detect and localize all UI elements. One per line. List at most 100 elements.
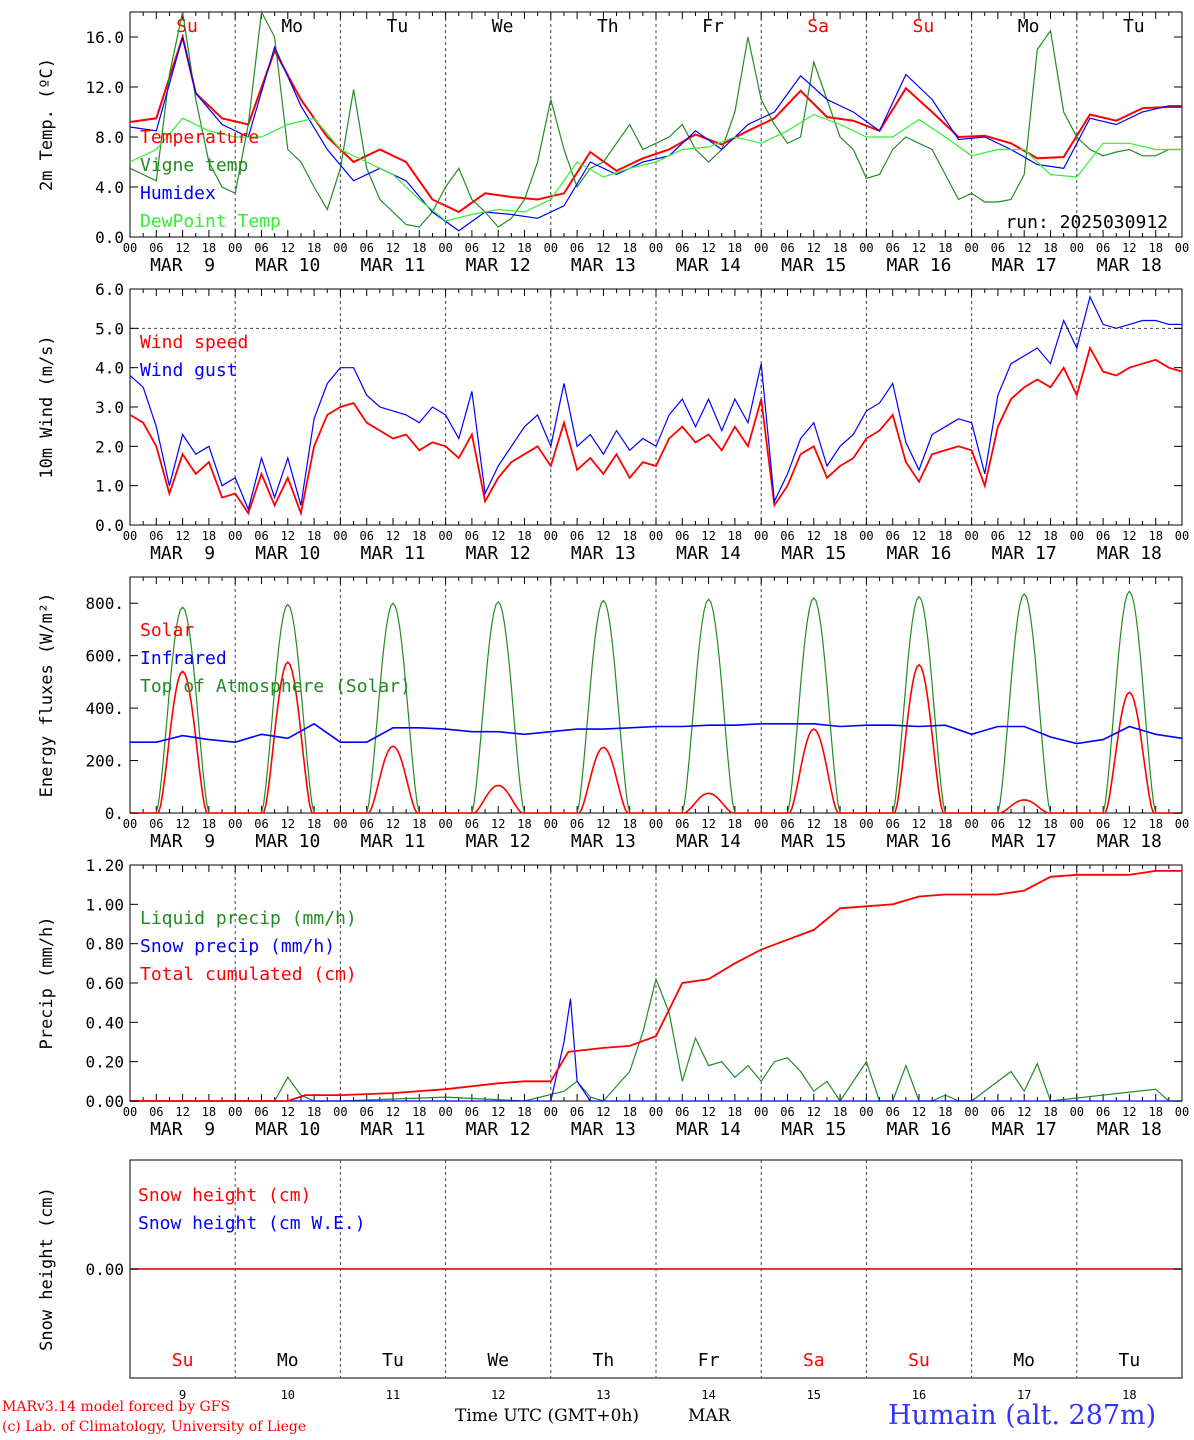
date-label: MAR 9	[150, 543, 215, 564]
date-label: MAR 17	[992, 543, 1057, 564]
date-label: MAR 9	[150, 255, 215, 276]
date-label: MAR 18	[1097, 255, 1162, 276]
day-label: Th	[593, 1350, 615, 1371]
x-tick-label: 12	[1122, 241, 1136, 255]
day-number: 12	[491, 1388, 505, 1402]
x-tick-label: 12	[807, 241, 821, 255]
date-label: MAR 15	[781, 831, 846, 852]
x-tick-label: 06	[780, 817, 794, 831]
legend-entry: Temperature	[140, 127, 259, 148]
x-tick-label: 18	[938, 1105, 952, 1119]
series-snow	[130, 998, 1182, 1102]
day-label: Su	[176, 16, 198, 37]
x-tick-label: 18	[202, 241, 216, 255]
x-tick-label: 00	[964, 529, 978, 543]
panel-2-frame	[129, 288, 1183, 526]
x-tick-label: 00	[123, 1105, 137, 1119]
y-tick-label: 5.0	[95, 319, 124, 338]
y-tick-label: 1.20	[85, 856, 124, 875]
date-label: MAR 17	[992, 831, 1057, 852]
x-tick-label: 00	[1175, 817, 1189, 831]
day-number: 9	[179, 1388, 186, 1402]
date-label: MAR 14	[676, 255, 741, 276]
y-tick-label: 800.	[85, 594, 124, 613]
panel-4-y-axis: 0.00 0.20 0.40 0.60 0.80 1.00 1.20 Precip (mm/h…	[37, 856, 1182, 1111]
x-tick-label: 00	[649, 241, 663, 255]
x-tick-label: 12	[1122, 529, 1136, 543]
x-tick-label: 06	[780, 241, 794, 255]
x-tick-label: 06	[254, 817, 268, 831]
x-tick-label: 06	[465, 529, 479, 543]
day-number: 18	[1122, 1388, 1136, 1402]
date-label: MAR 12	[466, 1119, 531, 1140]
x-tick-label: 06	[359, 817, 373, 831]
x-tick-label: 06	[675, 529, 689, 543]
x-tick-label: 12	[596, 529, 610, 543]
x-tick-label: 18	[622, 529, 636, 543]
date-label: MAR 9	[150, 831, 215, 852]
y-tick-label: 2.0	[95, 437, 124, 456]
series-wind-gust	[129, 295, 1182, 512]
x-tick-label: 06	[465, 241, 479, 255]
date-label: MAR 11	[360, 1119, 425, 1140]
y-tick-label: 400.	[85, 699, 124, 718]
x-tick-label: 06	[780, 1105, 794, 1119]
day-label: Tu	[1123, 16, 1145, 37]
y-tick-label: 16.0	[85, 28, 124, 47]
panel-2-x-axis: 00 06 12 18 00 06 12 18 00 06 12 18 00 06 12 18 00 06 12 18…	[123, 529, 1189, 564]
series-top-of-atmosphere	[130, 590, 1182, 814]
y-axis-title: Energy fluxes (W/m²)	[37, 593, 57, 798]
y-axis-title: 2m Temp. (ºC)	[37, 58, 57, 191]
day-label: Mo	[1018, 16, 1040, 37]
date-label: MAR 18	[1097, 1119, 1162, 1140]
x-tick-label: 12	[386, 241, 400, 255]
y-tick-label: 0.	[105, 804, 124, 823]
x-tick-label: 18	[412, 241, 426, 255]
x-tick-label: 18	[728, 241, 742, 255]
x-tick-label: 00	[964, 1105, 978, 1119]
x-tick-label: 18	[1043, 241, 1057, 255]
date-label: MAR 16	[886, 543, 951, 564]
x-tick-label: 06	[991, 1105, 1005, 1119]
x-tick-label: 18	[202, 1105, 216, 1119]
day-label: Sa	[807, 16, 829, 37]
x-tick-label: 06	[675, 817, 689, 831]
x-tick-label: 12	[175, 817, 189, 831]
x-tick-label: 12	[1122, 817, 1136, 831]
x-tick-label: 06	[1096, 1105, 1110, 1119]
x-tick-label: 18	[202, 529, 216, 543]
x-tick-label: 00	[333, 817, 347, 831]
y-tick-label: 3.0	[95, 398, 124, 417]
legend-entry: Wind speed	[140, 332, 248, 353]
x-tick-label: 00	[649, 817, 663, 831]
y-tick-label: 600.	[85, 647, 124, 666]
x-tick-label: 06	[149, 817, 163, 831]
y-tick-label: 0.0	[95, 228, 124, 247]
x-tick-label: 12	[701, 241, 715, 255]
x-tick-label: 00	[754, 1105, 768, 1119]
panel-5-y-axis: 0.00 Snow height (cm)	[37, 1187, 1182, 1351]
x-tick-label: 18	[1148, 241, 1162, 255]
x-tick-label: 00	[1175, 529, 1189, 543]
x-tick-label: 06	[465, 1105, 479, 1119]
series-vigne-temp	[129, 10, 1182, 228]
date-label: MAR 10	[255, 1119, 320, 1140]
x-tick-label: 12	[596, 241, 610, 255]
day-number: 16	[912, 1388, 926, 1402]
x-tick-label: 06	[885, 1105, 899, 1119]
x-tick-label: 06	[885, 529, 899, 543]
x-tick-label: 00	[859, 529, 873, 543]
x-tick-label: 00	[544, 529, 558, 543]
x-tick-label: 06	[149, 529, 163, 543]
x-tick-label: 12	[281, 1105, 295, 1119]
x-tick-label: 12	[281, 241, 295, 255]
x-tick-label: 06	[1096, 817, 1110, 831]
legend-entry: Snow height (cm)	[138, 1185, 311, 1206]
x-tick-label: 18	[728, 817, 742, 831]
x-tick-label: 12	[281, 817, 295, 831]
date-label: MAR 10	[255, 831, 320, 852]
x-tick-label: 18	[938, 817, 952, 831]
x-tick-label: 18	[412, 1105, 426, 1119]
x-tick-label: 00	[438, 529, 452, 543]
x-tick-label: 00	[544, 241, 558, 255]
